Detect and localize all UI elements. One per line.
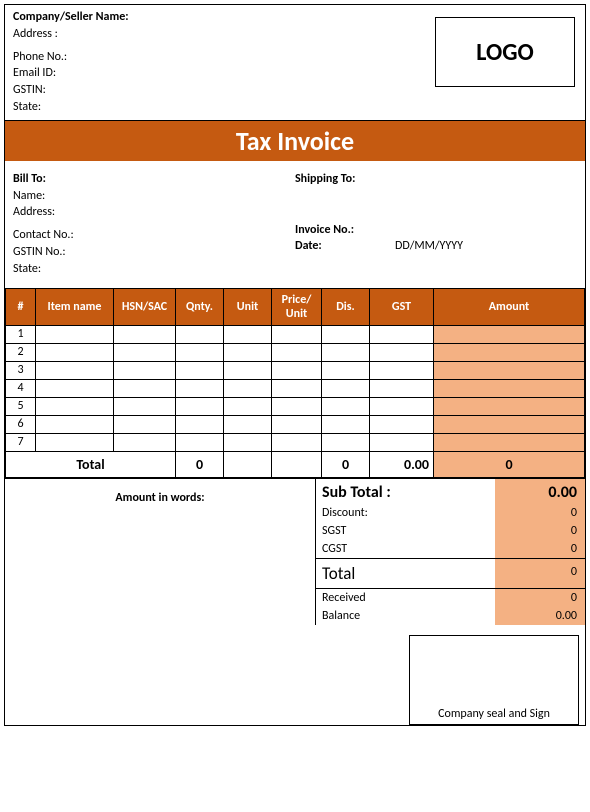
bill-contact-label: Contact No.: — [13, 227, 295, 244]
row-num: 5 — [6, 397, 36, 415]
logo-text: LOGO — [476, 38, 533, 67]
discount-label: Discount: — [316, 504, 495, 522]
table-row: 5 — [6, 397, 585, 415]
summary-discount: Discount: 0 — [316, 504, 585, 522]
signature-area: Company seal and Sign — [5, 625, 585, 725]
title-bar: Tax Invoice — [5, 121, 585, 161]
total-label2: Total — [316, 559, 495, 588]
subtotal-val: 0.00 — [495, 479, 585, 504]
shipping-to-label: Shipping To: — [295, 171, 577, 188]
summary-sgst: SGST 0 — [316, 522, 585, 540]
invoice-no-label: Invoice No.: — [295, 222, 395, 239]
words-label: Amount in words: — [115, 491, 204, 505]
balance-val: 0.00 — [495, 607, 585, 625]
items-table: # Item name HSN/SAC Qnty. Unit Price/ Un… — [5, 288, 585, 478]
items-tbody: 1 2 3 4 5 6 7 Total 0 0 0.00 0 — [6, 325, 585, 477]
seller-email-label: Email ID: — [13, 65, 417, 82]
seller-gstin-label: GSTIN: — [13, 82, 417, 99]
sgst-label: SGST — [316, 522, 495, 540]
cgst-val: 0 — [495, 540, 585, 558]
invoice-container: Company/Seller Name: Address : Phone No.… — [4, 4, 586, 726]
table-row: 1 — [6, 325, 585, 343]
row-num: 7 — [6, 433, 36, 451]
subtotal-label: Sub Total : — [316, 479, 495, 504]
date-label: Date: — [295, 238, 395, 255]
totals-row: Total 0 0 0.00 0 — [6, 451, 585, 477]
seller-address-label: Address : — [13, 26, 417, 43]
summary-box: Sub Total : 0.00 Discount: 0 SGST 0 CGST… — [315, 479, 585, 625]
summary-balance: Balance 0.00 — [316, 607, 585, 625]
total-gst: 0.00 — [370, 451, 434, 477]
col-amount: Amount — [434, 288, 585, 325]
signature-label: Company seal and Sign — [438, 707, 550, 721]
table-header-row: # Item name HSN/SAC Qnty. Unit Price/ Un… — [6, 288, 585, 325]
cgst-label: CGST — [316, 540, 495, 558]
row-num: 6 — [6, 415, 36, 433]
col-hsn: HSN/SAC — [114, 288, 176, 325]
col-gst: GST — [370, 288, 434, 325]
signature-box: Company seal and Sign — [409, 635, 579, 725]
bill-ship-section: Bill To: Name: Address: Contact No.: GST… — [5, 161, 585, 282]
summary-received: Received 0 — [316, 589, 585, 607]
row-num: 3 — [6, 361, 36, 379]
total-dis: 0 — [322, 451, 370, 477]
discount-val: 0 — [495, 504, 585, 522]
table-row: 2 — [6, 343, 585, 361]
shipping-column: Shipping To: Invoice No.: Date: DD/MM/YY… — [295, 171, 577, 278]
total-label: Total — [6, 451, 176, 477]
total-amount: 0 — [434, 451, 585, 477]
row-num: 4 — [6, 379, 36, 397]
seller-phone-label: Phone No.: — [13, 49, 417, 66]
seller-state-label: State: — [13, 99, 417, 116]
table-row: 7 — [6, 433, 585, 451]
col-price: Price/ Unit — [272, 288, 322, 325]
total-val: 0 — [495, 559, 585, 588]
summary-total: Total 0 — [316, 559, 585, 589]
summary-subtotal: Sub Total : 0.00 — [316, 479, 585, 504]
logo-box: LOGO — [435, 17, 575, 87]
summary-cgst: CGST 0 — [316, 540, 585, 559]
bill-state-label: State: — [13, 261, 295, 278]
received-val: 0 — [495, 589, 585, 607]
table-row: 4 — [6, 379, 585, 397]
received-label: Received — [316, 589, 495, 607]
bill-gstin-label: GSTIN No.: — [13, 244, 295, 261]
amount-in-words: Amount in words: — [5, 479, 315, 625]
col-num: # — [6, 288, 36, 325]
seller-name-label: Company/Seller Name: — [13, 9, 417, 26]
col-dis: Dis. — [322, 288, 370, 325]
lower-section: Amount in words: Sub Total : 0.00 Discou… — [5, 478, 585, 625]
total-qty: 0 — [176, 451, 224, 477]
table-row: 3 — [6, 361, 585, 379]
col-unit: Unit — [224, 288, 272, 325]
bill-to-column: Bill To: Name: Address: Contact No.: GST… — [13, 171, 295, 278]
balance-label: Balance — [316, 607, 495, 625]
table-row: 6 — [6, 415, 585, 433]
sgst-val: 0 — [495, 522, 585, 540]
invoice-title: Tax Invoice — [236, 125, 354, 157]
bill-address-label: Address: — [13, 204, 295, 221]
date-value: DD/MM/YYYY — [395, 238, 463, 255]
seller-info: Company/Seller Name: Address : Phone No.… — [5, 5, 425, 120]
bill-to-label: Bill To: — [13, 171, 295, 188]
bill-name-label: Name: — [13, 188, 295, 205]
row-num: 1 — [6, 325, 36, 343]
col-qty: Qnty. — [176, 288, 224, 325]
col-item: Item name — [36, 288, 114, 325]
header-section: Company/Seller Name: Address : Phone No.… — [5, 5, 585, 121]
row-num: 2 — [6, 343, 36, 361]
